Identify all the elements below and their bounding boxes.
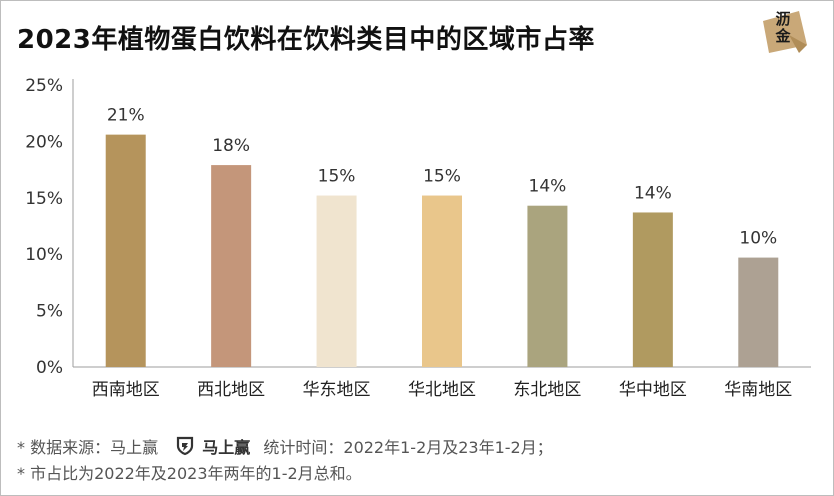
bar (632, 212, 673, 367)
y-tick-label: 5% (36, 302, 63, 322)
logo-shape (763, 11, 807, 53)
source-prefix: * 数据来源：马上赢 (17, 438, 159, 457)
chart-title: 2023年植物蛋白饮料在饮料类目中的区域市占率 (17, 25, 595, 55)
bar-value-label: 21% (107, 106, 145, 126)
bar-value-label: 14% (634, 183, 672, 203)
y-tick-label: 20% (25, 132, 63, 152)
x-tick-label: 华中地区 (619, 380, 687, 400)
bar-value-label: 18% (212, 136, 250, 156)
bar-chart: 0% 5% 10% 15% 20% 25% 21% 西南地区 18% 西北地区 15% 华东地区 15%… (25, 76, 811, 400)
footer-note: * 市占比为2022年及2023年两年的1-2月总和。 (17, 464, 362, 483)
bar (211, 165, 252, 367)
y-tick-label: 15% (25, 189, 63, 209)
period-text: 统计时间：2022年1-2月及23年1-2月； (263, 438, 553, 457)
bar-value-label: 15% (318, 167, 356, 187)
y-tick-label: 10% (25, 245, 63, 265)
bar-value-label: 10% (739, 229, 777, 249)
footer-source-line: * 数据来源：马上赢 马上赢 统计时间：2022年1-2月及23年1-2月； (17, 434, 553, 458)
shield-icon (177, 436, 194, 456)
x-tick-label: 东北地区 (513, 380, 581, 400)
bar (422, 195, 462, 367)
brand-name: 马上赢 (202, 438, 251, 457)
bar (738, 257, 779, 367)
logo-text: 沥 金 (766, 11, 800, 45)
x-tick-label: 华东地区 (303, 380, 371, 400)
logo-line-2: 金 (775, 27, 791, 45)
x-tick-label: 华南地区 (724, 380, 792, 400)
bar-value-label: 14% (529, 177, 567, 197)
x-tick-label: 华北地区 (408, 380, 476, 400)
y-tick-label: 0% (36, 358, 63, 378)
bar (105, 134, 146, 367)
bar (316, 195, 357, 367)
x-tick-label: 西南地区 (92, 380, 160, 400)
bar-value-label: 15% (423, 167, 461, 187)
bar (527, 205, 568, 367)
y-tick-label: 25% (25, 76, 63, 96)
x-tick-label: 西北地区 (197, 380, 265, 400)
brand-logo: 沥 金 (759, 7, 811, 57)
logo-line-1: 沥 (775, 10, 791, 28)
